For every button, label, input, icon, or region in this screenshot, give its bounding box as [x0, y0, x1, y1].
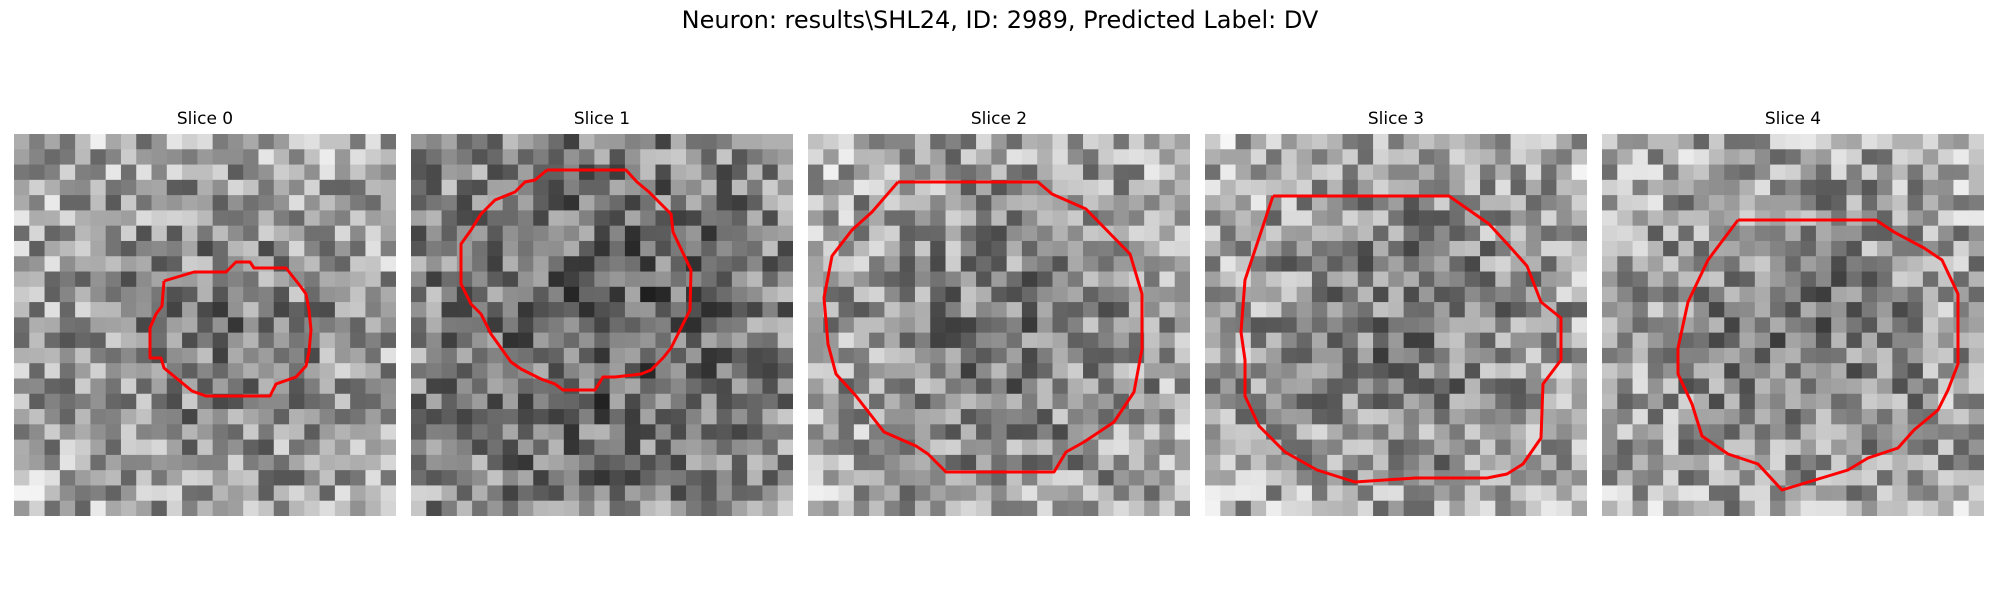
slice-panel-0: Slice 0 [14, 0, 396, 600]
slice-image-1 [411, 134, 793, 516]
slice-panel-1: Slice 1 [411, 0, 793, 600]
slice-title-0: Slice 0 [14, 109, 396, 129]
slice-title-2: Slice 2 [808, 109, 1190, 129]
slice-title-1: Slice 1 [411, 109, 793, 129]
slice-title-3: Slice 3 [1205, 109, 1587, 129]
slice-image-3 [1205, 134, 1587, 516]
slice-image-0 [14, 134, 396, 516]
slice-panel-2: Slice 2 [808, 0, 1190, 600]
slice-panel-4: Slice 4 [1602, 0, 1984, 600]
slice-image-4 [1602, 134, 1984, 516]
slice-title-4: Slice 4 [1602, 109, 1984, 129]
slice-panel-3: Slice 3 [1205, 0, 1587, 600]
slice-image-2 [808, 134, 1190, 516]
